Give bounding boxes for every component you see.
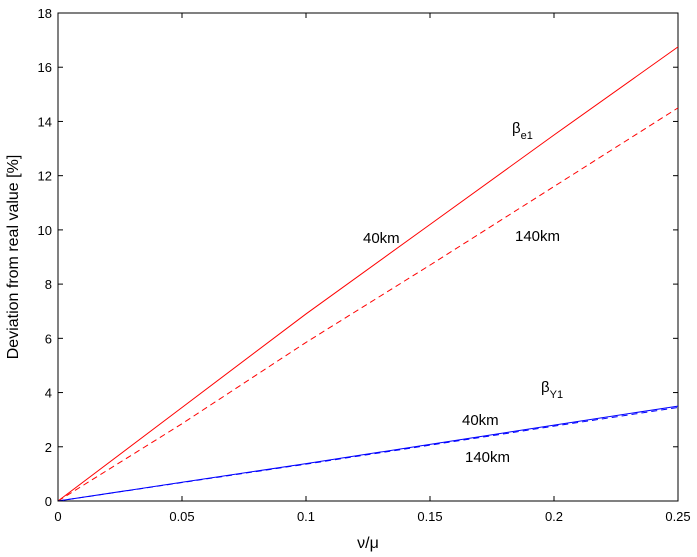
series-layer xyxy=(57,46,679,502)
annotation-blue-solid-40km: 40km xyxy=(462,412,499,429)
y-tick-label: 14 xyxy=(38,114,52,129)
y-tick-label: 4 xyxy=(45,386,52,401)
annotation-beta-e1-base: β xyxy=(512,120,521,137)
series-blue-dashed-140km xyxy=(57,406,679,502)
y-tick-label: 18 xyxy=(38,6,52,21)
x-tick-label: 0.15 xyxy=(417,509,442,524)
annotation-beta-y1-base: β xyxy=(541,379,550,396)
x-axis-title: ν/μ xyxy=(357,535,379,552)
x-tick-label: 0.05 xyxy=(169,509,194,524)
y-tick-label: 10 xyxy=(38,223,52,238)
annotation-red-solid-40km: 40km xyxy=(363,230,400,247)
series-red-solid-40km xyxy=(57,46,679,502)
annotation-beta-e1: βe1 xyxy=(512,120,533,142)
plot-area xyxy=(57,12,679,502)
y-tick-label: 8 xyxy=(45,277,52,292)
annotation-beta-y1-sub: Y1 xyxy=(550,389,563,401)
y-tick-label: 12 xyxy=(38,169,52,184)
x-tick-label: 0 xyxy=(54,509,61,524)
series-red-dashed-140km xyxy=(57,107,679,502)
annotation-beta-e1-sub: e1 xyxy=(521,130,533,142)
x-tick-label: 0.1 xyxy=(297,509,315,524)
y-tick-label: 2 xyxy=(45,440,52,455)
annotation-beta-y1: βY1 xyxy=(541,379,563,401)
y-tick-label: 0 xyxy=(45,494,52,509)
x-tick-label: 0.25 xyxy=(665,509,690,524)
x-tick-label: 0.2 xyxy=(545,509,563,524)
y-tick-label: 6 xyxy=(45,331,52,346)
y-tick-label: 16 xyxy=(38,60,52,75)
y-axis-title: Deviation from real value [%] xyxy=(5,155,22,360)
annotation-red-dashed-140km: 140km xyxy=(515,228,560,245)
annotation-blue-dashed-140km: 140km xyxy=(465,449,510,466)
ticks-layer: 0 0.05 0.1 0.15 0.2 0.25 0 2 4 6 8 10 12 14 16 18 xyxy=(38,6,691,524)
